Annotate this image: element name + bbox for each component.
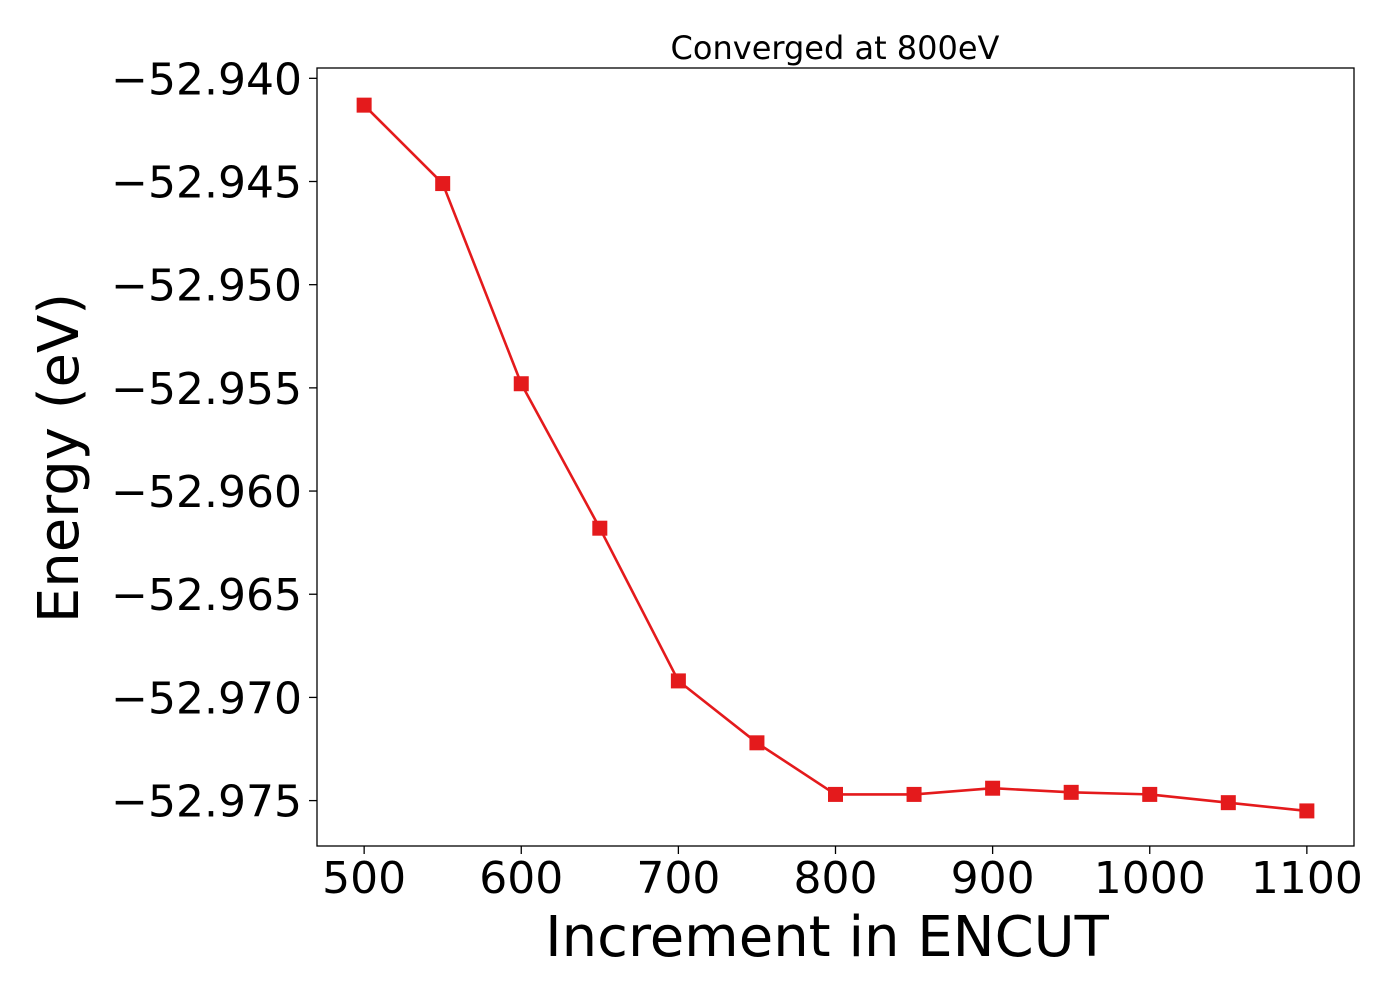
x-tick-label: 800 [794,853,878,904]
data-point [749,735,765,751]
data-point [1220,795,1236,811]
data-point [1063,784,1079,800]
chart-title: Converged at 800eV [671,29,1000,67]
y-tick-label: −52.970 [111,673,302,724]
data-point [435,176,451,192]
x-axis-ticks: 500 600 700 800 900 1000 1100 [322,846,1363,904]
x-axis-title: Increment in ENCUT [545,905,1110,970]
data-point [513,376,529,392]
y-tick-label: −52.955 [111,364,302,415]
data-point [592,520,608,536]
y-tick-label: −52.960 [111,467,302,518]
plot-frame [316,67,1355,847]
x-tick-label: 900 [951,853,1035,904]
x-tick-label: 500 [322,853,406,904]
x-tick-label: 700 [636,853,720,904]
series-line [363,104,1307,813]
y-axis-ticks: −52.940 −52.945 −52.950 −52.955 −52.960 −52.9… [111,54,317,828]
series-layer [356,97,1315,819]
y-tick-label: −52.975 [111,777,302,828]
data-point [828,786,843,802]
data-point [1142,786,1158,802]
data-point [985,780,1001,796]
x-tick-label: 600 [479,853,563,904]
data-point [670,673,686,689]
data-point [356,97,372,113]
y-tick-label: −52.965 [111,570,302,621]
y-tick-label: −52.945 [111,158,302,209]
x-tick-label: 1000 [1094,853,1206,904]
plot-area [316,67,1355,847]
y-tick-label: −52.940 [111,54,302,105]
data-point [906,786,922,802]
y-tick-label: −52.950 [111,261,302,312]
data-point [1299,803,1315,819]
x-tick-label: 1100 [1251,853,1363,904]
y-axis-title: Energy (eV) [27,293,92,623]
